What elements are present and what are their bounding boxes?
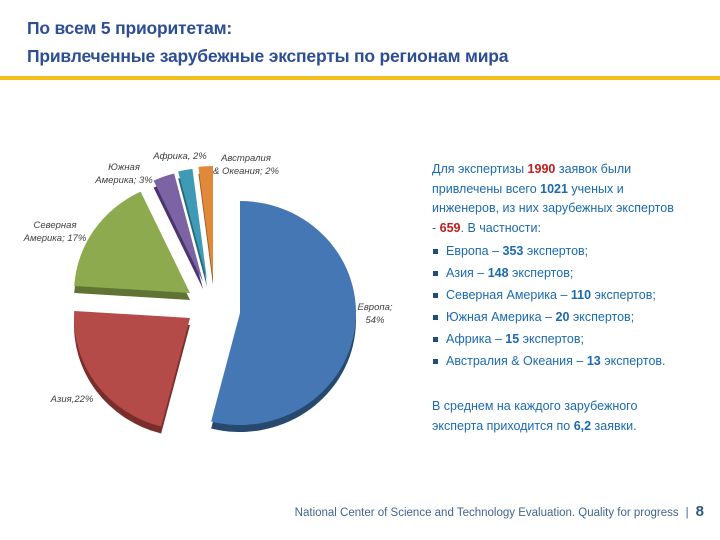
region-bullet-list: Европа – 353 экспертов; Азия – 148 экспе… xyxy=(432,245,676,368)
text-segment: Южная Америка – xyxy=(446,310,556,324)
title-underline-rule xyxy=(0,76,720,80)
slide-title-line1: По всем 5 приоритетам: xyxy=(27,18,232,38)
text-segment: 110 xyxy=(570,288,592,302)
bullet-asia: Азия – 148 экспертов; xyxy=(432,267,676,280)
bullet-europe: Европа – 353 экспертов; xyxy=(432,245,676,258)
footer-text: National Center of Science and Technolog… xyxy=(294,507,679,519)
text-segment: Азия – xyxy=(446,266,488,280)
bullet-square-icon xyxy=(433,271,438,276)
pie-slice-3 xyxy=(153,173,203,282)
text-segment: Европа – xyxy=(446,244,503,258)
bullet-north-america: Северная Америка – 110 экспертов; xyxy=(432,289,676,302)
text-segment: экспертов; xyxy=(569,310,635,324)
pie-label-3: Южная Америка; 3% xyxy=(94,162,153,186)
text-segment: заявки. xyxy=(591,418,637,433)
page-number: 8 xyxy=(695,503,704,520)
bullet-square-icon xyxy=(433,315,438,320)
pie-slice-side-3 xyxy=(153,180,203,289)
slide-title-line2: Привлеченные зарубежные эксперты по реги… xyxy=(27,45,509,66)
bullet-africa: Африка – 15 экспертов; xyxy=(432,333,676,346)
bullet-text: Африка – 15 экспертов; xyxy=(446,333,584,346)
bullet-text: Азия – 148 экспертов; xyxy=(446,267,573,280)
text-segment: 659 xyxy=(439,220,461,235)
text-segment: заявок были привлечены всего xyxy=(432,162,632,196)
bullet-text: Северная Америка – 110 экспертов; xyxy=(446,289,656,302)
info-panel: Для экспертизы 1990 заявок были привлече… xyxy=(432,160,676,436)
text-segment: 353 xyxy=(502,244,524,258)
text-segment: ученых и инженеров, из них зарубежных эк… xyxy=(432,181,674,235)
bullet-australia-oceania: Австралия & Океания – 13 экспертов. xyxy=(432,355,676,368)
text-segment: экспертов; xyxy=(591,288,656,302)
bullet-square-icon xyxy=(433,249,438,254)
text-segment: 1021 xyxy=(540,181,568,196)
pie-slice-5 xyxy=(198,166,213,278)
pie-slice-side-4 xyxy=(178,175,207,287)
text-segment: 20 xyxy=(555,310,570,324)
text-segment: Северная Америка – xyxy=(446,288,571,302)
bullet-south-america: Южная Америка – 20 экспертов; xyxy=(432,311,676,324)
text-segment: 1990 xyxy=(527,162,556,176)
text-segment: В среднем на каждого зарубежного эксперт… xyxy=(432,399,638,433)
text-segment: 15 xyxy=(505,332,520,346)
text-segment: Африка – xyxy=(446,332,506,346)
text-segment: экспертов; xyxy=(508,266,574,280)
pie-slice-2 xyxy=(74,191,190,293)
bullet-square-icon xyxy=(433,359,438,364)
bullet-text: Европа – 353 экспертов; xyxy=(446,245,588,258)
text-segment: 6,2 xyxy=(573,418,592,433)
slide-title: По всем 5 приоритетам: Привлеченные зару… xyxy=(27,15,687,70)
text-segment: Для экспертизы xyxy=(432,162,528,176)
text-segment: . В частности: xyxy=(460,220,541,235)
pie-label-1: Азия,22% xyxy=(50,394,94,405)
pie-label-2: Северная Америка; 17% xyxy=(23,220,87,244)
text-segment: экспертов. xyxy=(600,354,666,368)
text-segment: Австралия & Океания – xyxy=(446,354,587,368)
text-segment: 148 xyxy=(487,266,509,280)
pie-chart: Европа; 54% Азия,22% Северная Америка; 17% Юж… xyxy=(23,151,393,434)
slide-footer: National Center of Science and Technolog… xyxy=(295,503,704,520)
footer-separator: | xyxy=(685,507,689,519)
intro-paragraph: Для экспертизы 1990 заявок были привлече… xyxy=(432,160,676,238)
text-segment: экспертов; xyxy=(523,244,589,258)
pie-slice-0 xyxy=(211,201,357,425)
text-segment: 13 xyxy=(586,354,601,368)
bullet-text: Австралия & Океания – 13 экспертов. xyxy=(446,355,666,368)
pie-label-5: Австралия & Океания; 2% xyxy=(213,153,279,177)
pie-slice-1 xyxy=(74,310,190,427)
bullet-text: Южная Америка – 20 экспертов; xyxy=(446,311,634,324)
pie-label-0: Европа; 54% xyxy=(357,302,392,326)
pie-label-4: Африка, 2% xyxy=(152,151,207,162)
summary-paragraph: В среднем на каждого зарубежного эксперт… xyxy=(432,397,676,436)
text-segment: экспертов; xyxy=(519,332,584,346)
pie-slice-4 xyxy=(178,168,207,280)
bullet-square-icon xyxy=(433,293,438,298)
bullet-square-icon xyxy=(433,337,438,342)
